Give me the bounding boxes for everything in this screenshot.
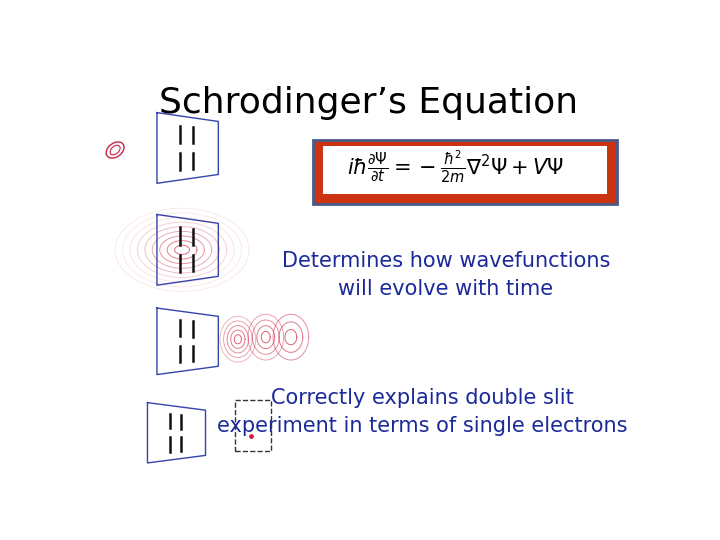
- Text: Schrodinger’s Equation: Schrodinger’s Equation: [159, 85, 579, 119]
- Text: Determines how wavefunctions
will evolve with time: Determines how wavefunctions will evolve…: [282, 251, 610, 299]
- Text: Correctly explains double slit
experiment in terms of single electrons: Correctly explains double slit experimen…: [217, 388, 627, 436]
- Bar: [323, 146, 607, 194]
- Text: $i\hbar\frac{\partial\Psi}{\partial t} = -\frac{\hbar^2}{2m}\nabla^2\Psi + V\Psi: $i\hbar\frac{\partial\Psi}{\partial t} =…: [347, 149, 564, 185]
- Bar: [235, 400, 271, 451]
- Bar: [313, 140, 617, 204]
